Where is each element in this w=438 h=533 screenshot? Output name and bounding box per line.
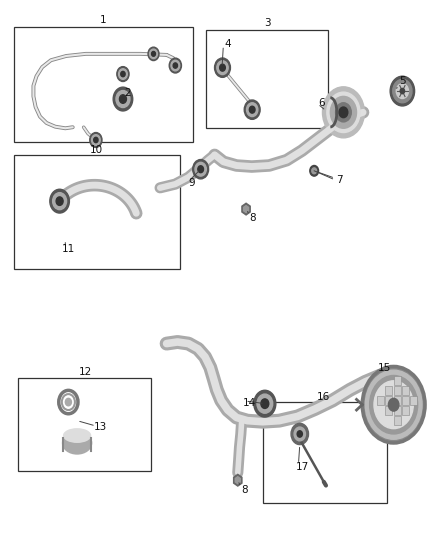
Bar <box>394 376 401 384</box>
Ellipse shape <box>63 428 91 443</box>
Text: 7: 7 <box>336 175 343 185</box>
Polygon shape <box>242 203 250 215</box>
Circle shape <box>215 58 230 77</box>
Text: 16: 16 <box>317 392 330 402</box>
Circle shape <box>117 67 129 82</box>
Text: 8: 8 <box>241 485 247 495</box>
Text: 11: 11 <box>62 244 75 254</box>
Circle shape <box>56 197 63 205</box>
Circle shape <box>297 431 302 437</box>
Text: 2: 2 <box>124 88 131 98</box>
Bar <box>394 406 401 415</box>
Circle shape <box>327 92 360 133</box>
Circle shape <box>339 107 348 118</box>
Circle shape <box>370 375 418 434</box>
Circle shape <box>365 370 422 439</box>
Circle shape <box>400 88 405 94</box>
Text: 4: 4 <box>225 39 231 49</box>
Text: 15: 15 <box>378 362 392 373</box>
Circle shape <box>244 100 260 119</box>
Text: 3: 3 <box>264 18 270 28</box>
Bar <box>402 396 409 405</box>
Circle shape <box>249 106 255 113</box>
Circle shape <box>247 103 258 117</box>
Circle shape <box>92 135 100 146</box>
Circle shape <box>169 58 181 73</box>
Circle shape <box>121 71 125 77</box>
Text: 17: 17 <box>295 462 309 472</box>
Bar <box>385 396 392 405</box>
Circle shape <box>148 47 159 61</box>
Circle shape <box>312 168 317 174</box>
Text: 14: 14 <box>243 398 256 408</box>
Text: 5: 5 <box>399 77 406 86</box>
Circle shape <box>219 64 225 71</box>
Circle shape <box>257 394 273 413</box>
Text: 13: 13 <box>94 422 107 432</box>
Bar <box>18 378 151 471</box>
Text: 10: 10 <box>90 144 103 155</box>
Circle shape <box>53 192 67 209</box>
Circle shape <box>50 189 69 213</box>
Polygon shape <box>233 474 242 486</box>
Circle shape <box>94 138 98 143</box>
Bar <box>14 155 180 269</box>
Circle shape <box>389 398 399 411</box>
Circle shape <box>217 61 228 75</box>
Circle shape <box>396 84 409 99</box>
Circle shape <box>330 96 357 128</box>
Text: 6: 6 <box>319 98 325 108</box>
Circle shape <box>120 95 127 103</box>
Circle shape <box>322 87 364 138</box>
Circle shape <box>90 133 102 148</box>
Circle shape <box>291 423 308 445</box>
Bar <box>385 406 392 415</box>
Circle shape <box>150 49 157 59</box>
Circle shape <box>195 163 206 176</box>
Circle shape <box>193 159 208 179</box>
Bar <box>394 396 401 405</box>
Ellipse shape <box>63 432 91 454</box>
Circle shape <box>362 367 425 443</box>
Circle shape <box>261 399 269 408</box>
Bar <box>402 386 409 394</box>
Circle shape <box>374 381 413 429</box>
Circle shape <box>152 52 155 56</box>
Bar <box>394 416 401 425</box>
Bar <box>377 396 384 405</box>
Circle shape <box>294 427 305 441</box>
Bar <box>263 402 387 503</box>
Circle shape <box>116 91 130 108</box>
Bar <box>206 30 328 128</box>
Bar <box>402 406 409 415</box>
Bar <box>14 27 193 142</box>
Circle shape <box>173 63 177 68</box>
Text: 8: 8 <box>249 213 256 223</box>
Circle shape <box>198 166 204 173</box>
Circle shape <box>171 60 180 71</box>
Circle shape <box>113 87 133 111</box>
Circle shape <box>119 69 127 79</box>
Polygon shape <box>235 477 240 484</box>
Polygon shape <box>244 206 249 213</box>
Bar <box>385 386 392 394</box>
Text: 9: 9 <box>188 177 195 188</box>
Text: 12: 12 <box>79 367 92 377</box>
Circle shape <box>336 103 351 122</box>
Circle shape <box>390 76 415 106</box>
Circle shape <box>393 79 412 103</box>
Bar <box>394 386 401 394</box>
Circle shape <box>310 165 318 176</box>
Text: 1: 1 <box>100 15 106 26</box>
Circle shape <box>254 390 276 417</box>
Circle shape <box>65 398 71 406</box>
Bar <box>410 396 417 405</box>
